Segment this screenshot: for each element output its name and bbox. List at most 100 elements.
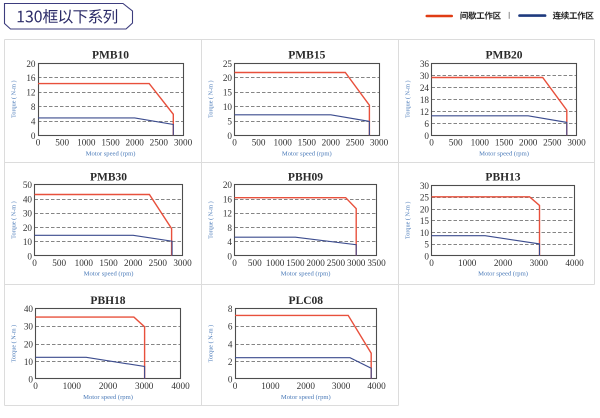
svg-text:16: 16 bbox=[223, 195, 233, 205]
svg-text:24: 24 bbox=[420, 83, 430, 93]
svg-text:1000: 1000 bbox=[63, 381, 82, 391]
svg-text:20: 20 bbox=[223, 180, 233, 190]
svg-text:10: 10 bbox=[420, 228, 430, 238]
svg-text:10: 10 bbox=[24, 357, 34, 367]
svg-text:25: 25 bbox=[223, 59, 233, 69]
svg-text:15: 15 bbox=[223, 88, 233, 98]
svg-text:0: 0 bbox=[33, 381, 38, 391]
svg-text:12: 12 bbox=[26, 88, 36, 98]
svg-text:Motor speed (rpm): Motor speed (rpm) bbox=[281, 271, 331, 278]
svg-text:0: 0 bbox=[36, 138, 41, 148]
svg-text:30: 30 bbox=[420, 71, 430, 81]
svg-text:PBH09: PBH09 bbox=[288, 172, 323, 184]
svg-text:PMB30: PMB30 bbox=[90, 172, 127, 184]
svg-text:16: 16 bbox=[26, 73, 36, 83]
svg-text:PBH18: PBH18 bbox=[90, 295, 125, 307]
svg-text:30: 30 bbox=[24, 322, 34, 332]
svg-text:1000: 1000 bbox=[261, 381, 280, 391]
svg-text:Motor speed (rpm): Motor speed (rpm) bbox=[282, 150, 332, 157]
svg-text:4: 4 bbox=[31, 117, 36, 127]
svg-text:10: 10 bbox=[23, 237, 33, 247]
svg-text:Motor speed (rpm): Motor speed (rpm) bbox=[86, 150, 136, 157]
svg-text:2500: 2500 bbox=[346, 138, 365, 148]
svg-text:0: 0 bbox=[232, 258, 237, 268]
svg-text:PMB20: PMB20 bbox=[485, 49, 522, 61]
svg-text:1000: 1000 bbox=[77, 138, 96, 148]
svg-text:3000: 3000 bbox=[530, 258, 549, 268]
svg-text:0: 0 bbox=[28, 375, 33, 385]
svg-text:3000: 3000 bbox=[174, 138, 193, 148]
svg-text:1500: 1500 bbox=[286, 258, 305, 268]
svg-text:Motor speed (rpm): Motor speed (rpm) bbox=[83, 394, 133, 401]
svg-text:500: 500 bbox=[252, 138, 266, 148]
svg-text:0: 0 bbox=[424, 131, 429, 141]
svg-text:2000: 2000 bbox=[494, 258, 513, 268]
svg-text:2500: 2500 bbox=[327, 258, 346, 268]
svg-text:8: 8 bbox=[228, 304, 233, 314]
svg-text:10: 10 bbox=[223, 102, 233, 112]
svg-text:12: 12 bbox=[420, 107, 430, 117]
svg-text:1500: 1500 bbox=[101, 138, 120, 148]
svg-text:500: 500 bbox=[449, 138, 463, 148]
svg-text:30: 30 bbox=[23, 209, 33, 219]
svg-text:2000: 2000 bbox=[124, 258, 143, 268]
svg-text:50: 50 bbox=[23, 180, 33, 190]
svg-text:Motor speed (rpm): Motor speed (rpm) bbox=[478, 271, 528, 278]
svg-text:Torque ( N-m ): Torque ( N-m ) bbox=[404, 202, 411, 240]
svg-text:4000: 4000 bbox=[171, 381, 190, 391]
svg-text:3500: 3500 bbox=[367, 258, 386, 268]
svg-text:1500: 1500 bbox=[495, 138, 514, 148]
svg-text:4000: 4000 bbox=[565, 258, 584, 268]
svg-text:25: 25 bbox=[420, 193, 430, 203]
svg-text:2500: 2500 bbox=[149, 258, 168, 268]
svg-text:Torque ( N-m ): Torque ( N-m ) bbox=[207, 325, 214, 363]
svg-text:6: 6 bbox=[228, 322, 233, 332]
svg-text:2: 2 bbox=[228, 357, 233, 367]
svg-text:Motor speed (rpm): Motor speed (rpm) bbox=[479, 150, 529, 157]
svg-text:Torque ( N-m ): Torque ( N-m ) bbox=[207, 80, 214, 118]
svg-text:2000: 2000 bbox=[519, 138, 538, 148]
svg-text:4: 4 bbox=[227, 237, 232, 247]
svg-text:5: 5 bbox=[424, 240, 429, 250]
svg-text:1000: 1000 bbox=[471, 138, 490, 148]
svg-text:PBH13: PBH13 bbox=[485, 172, 520, 184]
svg-text:0: 0 bbox=[424, 251, 429, 261]
svg-text:3000: 3000 bbox=[370, 138, 389, 148]
svg-text:36: 36 bbox=[420, 59, 430, 69]
svg-text:4: 4 bbox=[228, 339, 233, 349]
svg-text:Torque ( N-m ): Torque ( N-m ) bbox=[207, 201, 214, 239]
svg-text:2000: 2000 bbox=[297, 381, 316, 391]
svg-text:0: 0 bbox=[27, 251, 32, 261]
svg-text:Motor speed (rpm): Motor speed (rpm) bbox=[84, 271, 134, 278]
svg-text:0: 0 bbox=[32, 258, 37, 268]
svg-text:Torque ( N-m ): Torque ( N-m ) bbox=[404, 80, 411, 118]
svg-text:1000: 1000 bbox=[266, 258, 285, 268]
svg-text:1000: 1000 bbox=[75, 258, 94, 268]
svg-text:8: 8 bbox=[31, 102, 36, 112]
svg-text:30: 30 bbox=[420, 181, 430, 191]
svg-text:500: 500 bbox=[52, 258, 66, 268]
svg-text:0: 0 bbox=[232, 138, 237, 148]
svg-text:3000: 3000 bbox=[135, 381, 154, 391]
svg-text:500: 500 bbox=[55, 138, 69, 148]
svg-text:0: 0 bbox=[228, 375, 233, 385]
svg-text:20: 20 bbox=[420, 204, 430, 214]
svg-text:20: 20 bbox=[24, 339, 34, 349]
svg-text:20: 20 bbox=[223, 73, 233, 83]
svg-text:Torque ( N-m ): Torque ( N-m ) bbox=[10, 201, 17, 239]
svg-text:20: 20 bbox=[26, 59, 36, 69]
svg-text:4000: 4000 bbox=[367, 381, 386, 391]
svg-text:0: 0 bbox=[429, 258, 434, 268]
svg-text:40: 40 bbox=[24, 304, 34, 314]
svg-text:40: 40 bbox=[23, 195, 33, 205]
svg-text:5: 5 bbox=[227, 117, 232, 127]
svg-text:1500: 1500 bbox=[99, 258, 118, 268]
svg-text:500: 500 bbox=[248, 258, 262, 268]
svg-text:2000: 2000 bbox=[99, 381, 118, 391]
svg-text:20: 20 bbox=[23, 223, 33, 233]
svg-text:PMB15: PMB15 bbox=[288, 49, 325, 61]
svg-text:3000: 3000 bbox=[567, 138, 586, 148]
svg-text:1000: 1000 bbox=[274, 138, 293, 148]
svg-text:1500: 1500 bbox=[298, 138, 317, 148]
svg-text:12: 12 bbox=[223, 209, 233, 219]
